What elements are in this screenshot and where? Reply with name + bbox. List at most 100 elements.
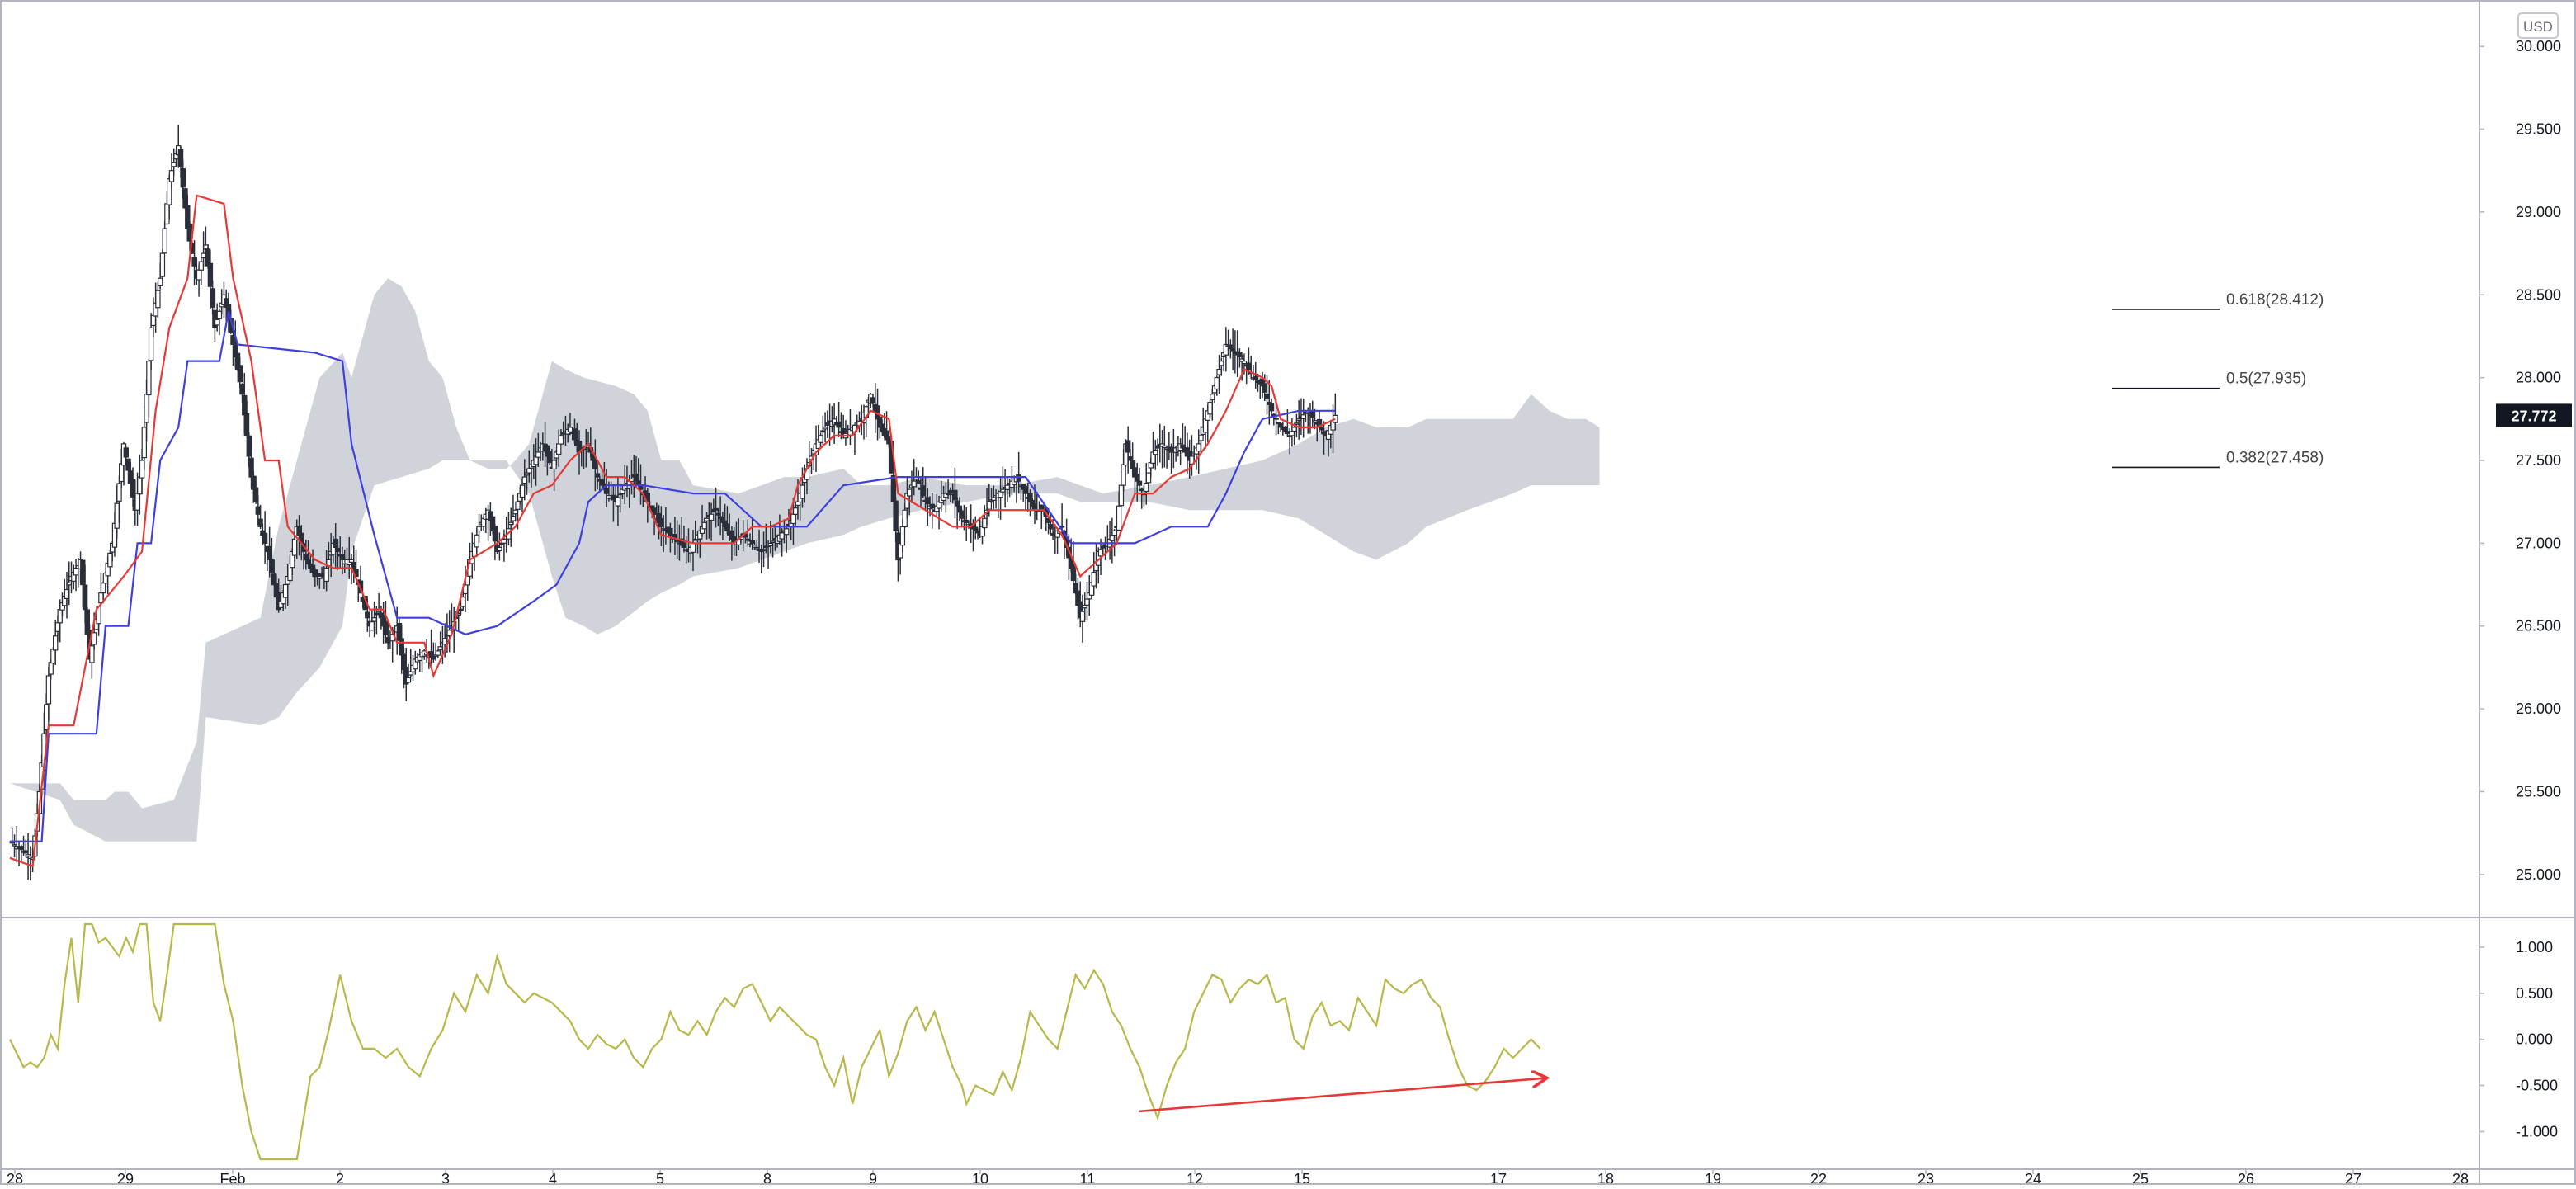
- candle-body: [674, 540, 680, 543]
- candle[interactable]: [252, 476, 259, 504]
- candle[interactable]: [323, 550, 329, 592]
- candle[interactable]: [262, 511, 268, 564]
- osc-y-tick-label: -0.500: [2516, 1078, 2558, 1094]
- candle-body: [1134, 473, 1140, 482]
- candle[interactable]: [952, 467, 958, 519]
- x-tick-label: Feb: [219, 1171, 245, 1185]
- divergence-arrow[interactable]: [1139, 1078, 1545, 1113]
- candle-body: [437, 646, 443, 650]
- candle-body: [1202, 418, 1209, 433]
- candle-body: [125, 458, 131, 471]
- oscillator-panel: [9, 922, 1545, 1161]
- candle-body: [668, 527, 673, 536]
- candle[interactable]: [155, 281, 161, 318]
- x-tick-label: 18: [1597, 1171, 1614, 1185]
- candle-body: [959, 510, 965, 519]
- candle[interactable]: [168, 153, 175, 189]
- candle-body: [339, 554, 346, 560]
- candle-body: [141, 427, 147, 459]
- candle-body: [779, 532, 785, 540]
- candle-body: [754, 546, 760, 550]
- candle-body: [515, 501, 521, 510]
- candle-body: [546, 451, 553, 464]
- candle[interactable]: [216, 308, 223, 336]
- candle[interactable]: [116, 475, 122, 523]
- candle-body: [1241, 361, 1248, 365]
- candle-body: [162, 228, 167, 254]
- candle-body: [1268, 403, 1275, 412]
- candle[interactable]: [1125, 426, 1131, 474]
- candle[interactable]: [146, 359, 152, 418]
- candle[interactable]: [45, 666, 52, 722]
- candle-body: [428, 651, 434, 658]
- candle[interactable]: [783, 524, 790, 553]
- candle-body: [237, 365, 243, 383]
- candle[interactable]: [162, 221, 167, 254]
- candle-body: [130, 479, 136, 498]
- candle[interactable]: [492, 524, 498, 561]
- candle-body: [1079, 611, 1086, 622]
- candle-body: [123, 447, 129, 458]
- x-tick-label: 27: [2345, 1171, 2361, 1185]
- y-tick-label: 25.500: [2516, 783, 2561, 800]
- candle[interactable]: [1070, 540, 1077, 590]
- candle[interactable]: [558, 429, 564, 446]
- candle[interactable]: [159, 249, 166, 281]
- candle-body: [572, 428, 578, 441]
- oscillator-line[interactable]: [9, 922, 1541, 1161]
- candle-body: [1216, 369, 1222, 375]
- candle-body: [57, 609, 63, 624]
- candle[interactable]: [1136, 467, 1143, 488]
- candle-body: [1282, 427, 1288, 432]
- candle[interactable]: [1145, 472, 1152, 492]
- candle-body: [335, 547, 341, 553]
- candle[interactable]: [1333, 393, 1338, 431]
- candle-body: [348, 559, 355, 564]
- candle-body: [305, 559, 311, 565]
- fib-level-label: 0.5(27.935): [2226, 370, 2306, 388]
- x-tick-label: 11: [1080, 1171, 1096, 1185]
- x-tick-label: 10: [972, 1171, 988, 1185]
- candle-body: [198, 261, 204, 271]
- candle[interactable]: [257, 504, 263, 530]
- candle-body: [383, 620, 389, 635]
- candle-body: [492, 525, 498, 542]
- osc-y-tick-label: 0.500: [2516, 985, 2553, 1002]
- candle-body: [1210, 394, 1215, 400]
- ichimoku-cloud: [10, 278, 1600, 842]
- candle-body: [790, 513, 796, 525]
- candle[interactable]: [497, 532, 502, 561]
- kijun-sen-line[interactable]: [10, 311, 1336, 842]
- current-price-text: 27.772: [2511, 408, 2556, 424]
- x-tick-label: 8: [763, 1171, 771, 1185]
- candle-body: [216, 310, 223, 319]
- candle-body: [1111, 530, 1117, 536]
- candle[interactable]: [594, 464, 601, 490]
- tenkan-sen-line[interactable]: [9, 194, 1336, 868]
- candle-body: [164, 203, 170, 225]
- candle[interactable]: [237, 357, 243, 388]
- candle-body: [744, 538, 751, 541]
- osc-y-tick-label: -1.000: [2516, 1123, 2558, 1139]
- candle-body: [242, 394, 248, 416]
- candle-body: [374, 612, 380, 616]
- current-price-label[interactable]: 27.772: [2496, 403, 2572, 427]
- candle-body: [1070, 563, 1077, 582]
- candle-body: [91, 632, 97, 645]
- candle-body: [54, 622, 61, 632]
- candle-body: [1091, 571, 1097, 587]
- candle-body: [100, 582, 106, 594]
- candle-body: [150, 314, 157, 326]
- x-tick-label: 22: [1810, 1171, 1827, 1185]
- x-tick-label: 19: [1705, 1171, 1721, 1185]
- candle-body: [986, 501, 992, 510]
- candle-body: [603, 487, 610, 494]
- candle-body: [1004, 484, 1011, 490]
- candle[interactable]: [458, 606, 464, 615]
- candle-body: [724, 523, 730, 531]
- x-tick-label: 23: [1918, 1171, 1934, 1185]
- candle-body: [399, 638, 404, 656]
- currency-badge[interactable]: USD: [2517, 12, 2559, 39]
